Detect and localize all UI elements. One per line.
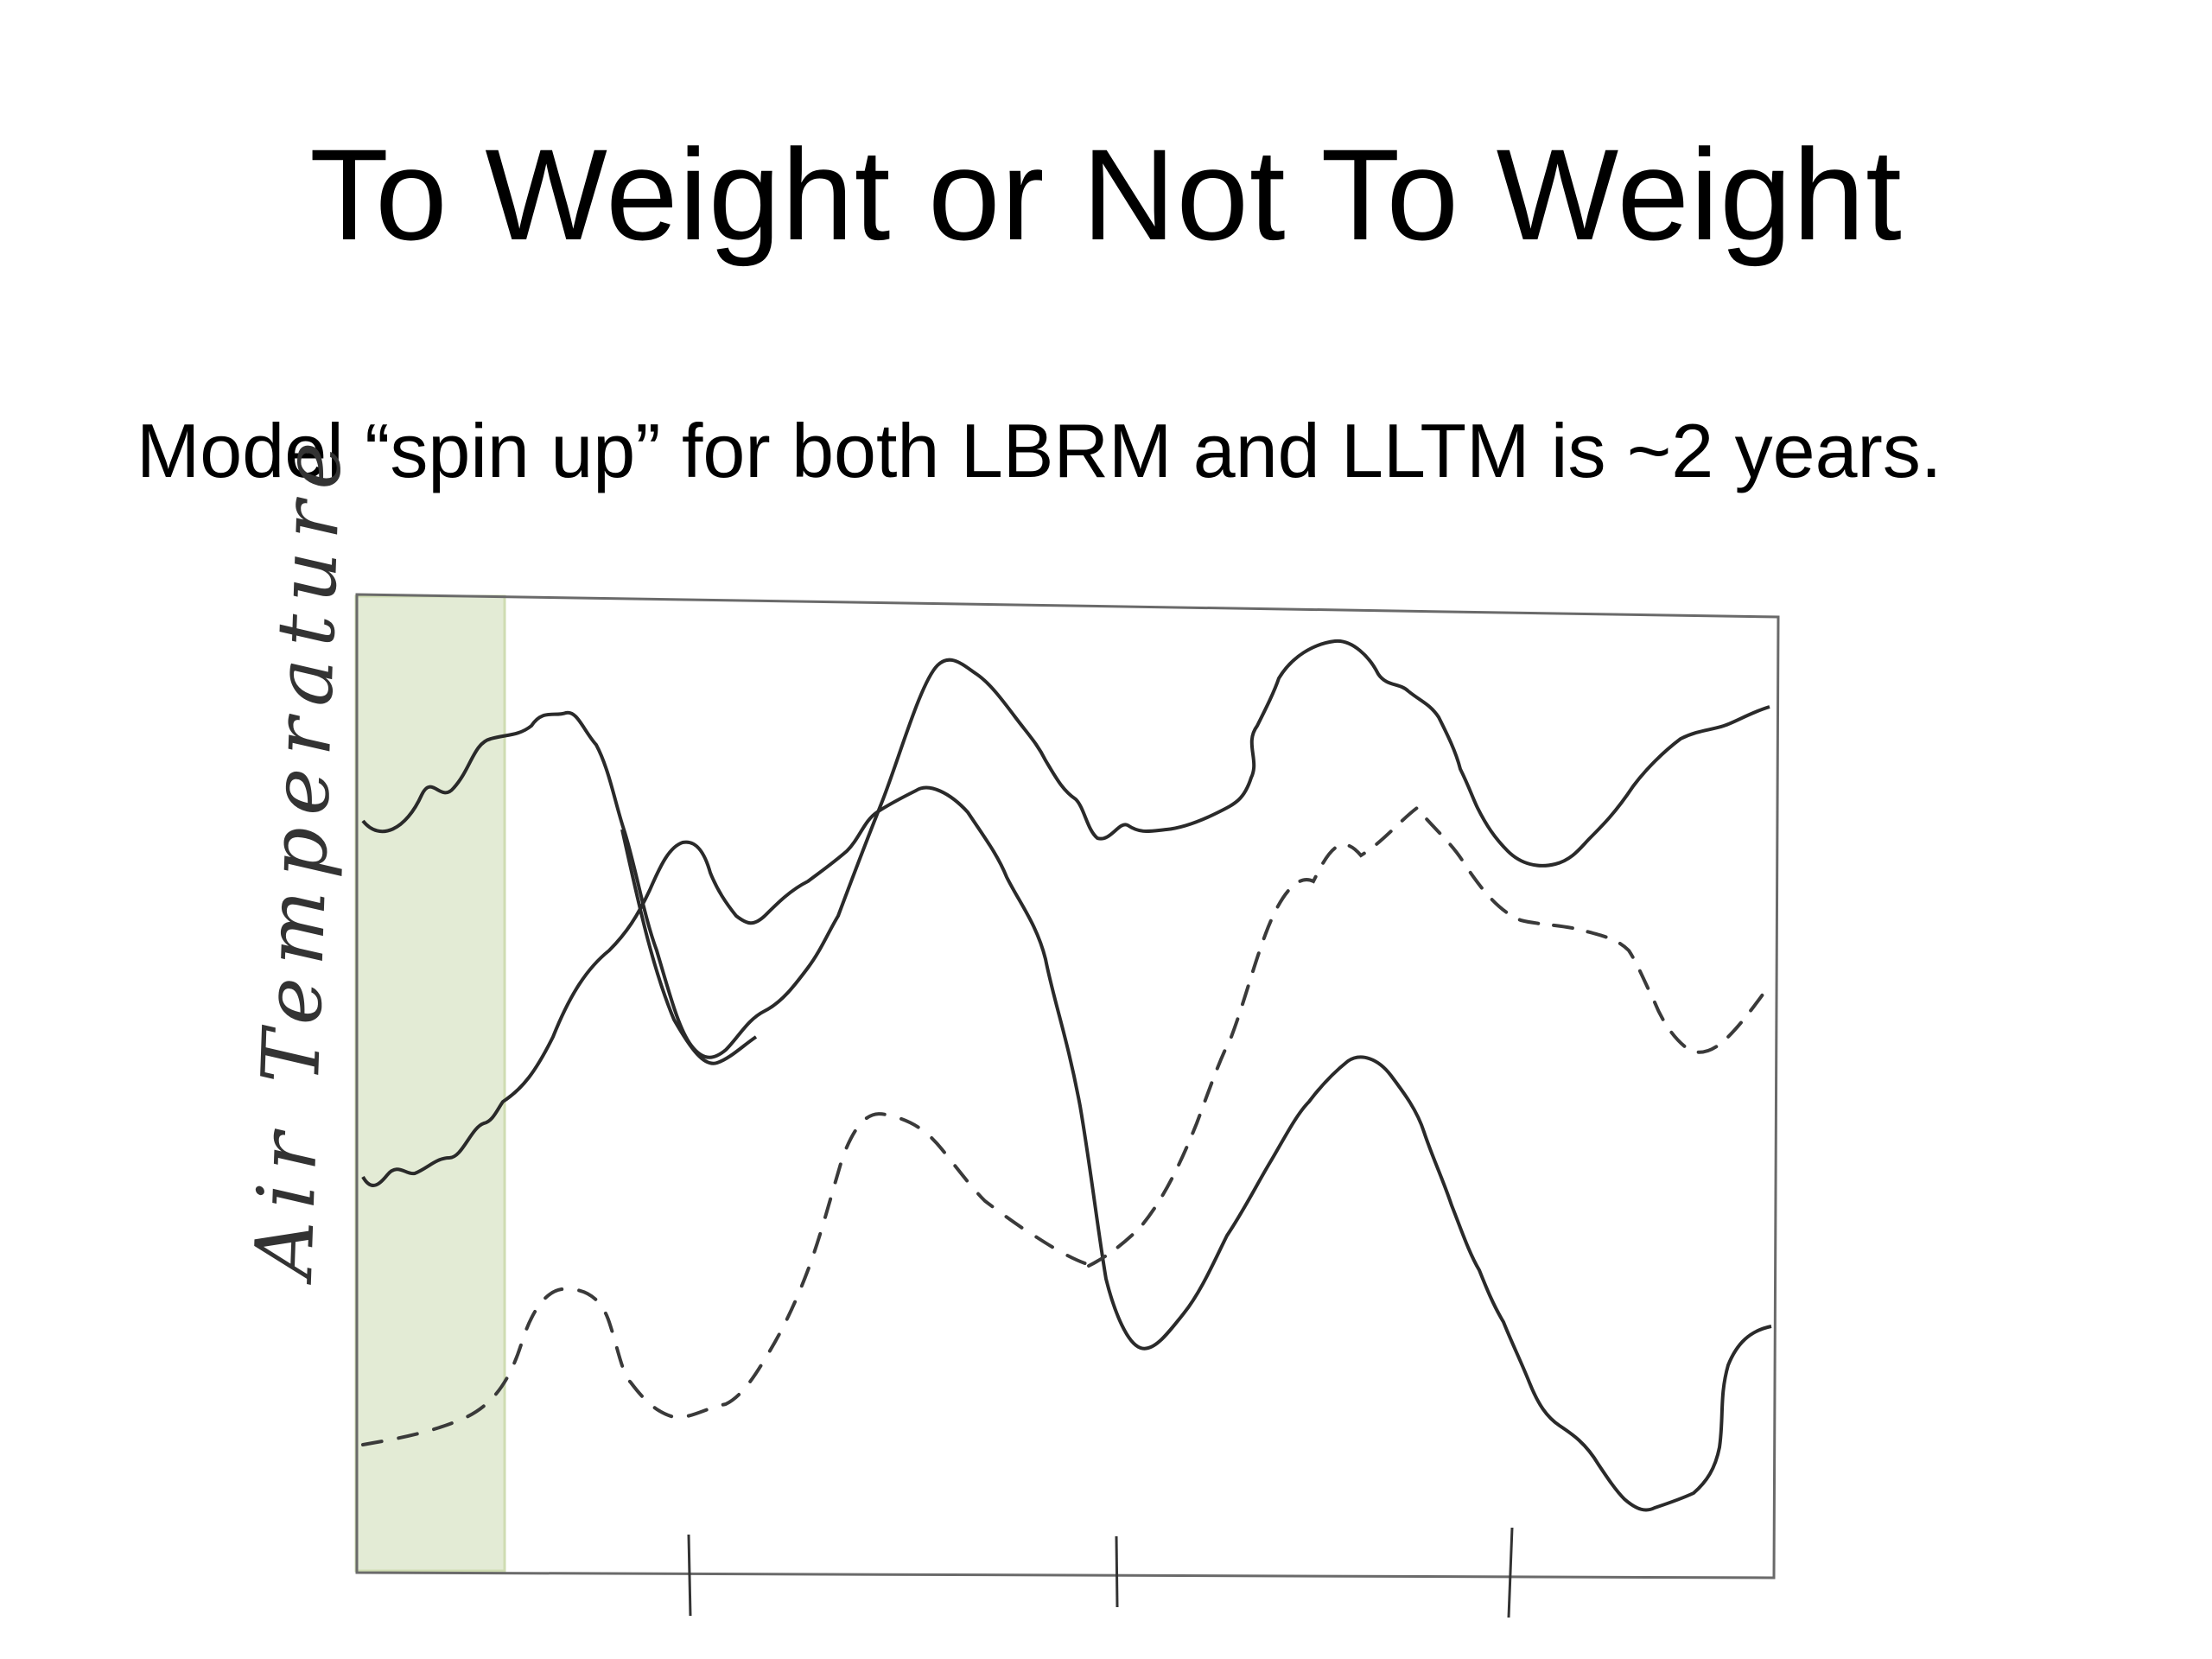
upper-solid-line (361, 639, 1770, 1059)
x-tick-1 (687, 1534, 692, 1617)
x-tick-3 (1507, 1527, 1514, 1618)
plot-frame (355, 593, 1780, 1580)
crossing-solid-line (620, 829, 758, 1065)
slide-subtitle: Model “spin up” for both LBRM and LLTM i… (137, 408, 1942, 493)
x-tick-2 (1115, 1535, 1119, 1608)
slide-title: To Weight or Not To Weight (309, 122, 1903, 267)
middle-solid-line (361, 785, 1772, 1512)
upper-dashed-line (1087, 805, 1771, 1268)
y-axis-label: Air Temperature (238, 429, 359, 1287)
lower-dashed-line (361, 1112, 1095, 1446)
